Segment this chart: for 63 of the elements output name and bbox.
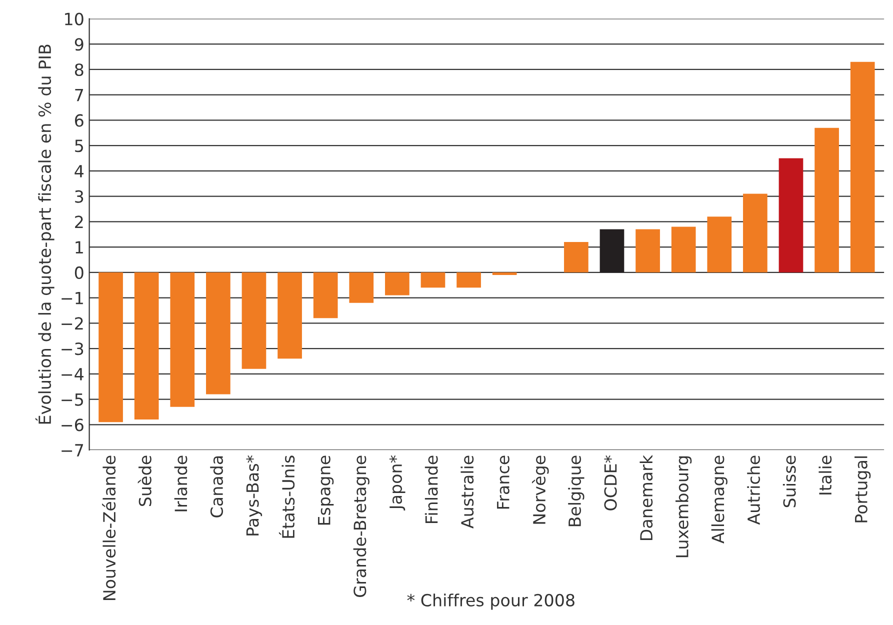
x-tick-label: Belgique bbox=[568, 456, 584, 526]
x-tick-label: Grande-Bretagne bbox=[353, 456, 370, 598]
x-tick-label: Suisse bbox=[782, 456, 796, 508]
y-tick-label: 1 bbox=[76, 241, 83, 254]
y-tick-label: −1 bbox=[62, 292, 83, 304]
bar bbox=[420, 272, 446, 288]
text: * Chiffres pour 2008 bbox=[407, 594, 574, 610]
bar bbox=[600, 229, 624, 272]
x-tick-label: Espagne bbox=[318, 456, 334, 525]
x-tick-label: Luxembourg bbox=[676, 456, 692, 558]
x-tick-label: France bbox=[497, 456, 510, 509]
x-tick-label: Allemagne bbox=[711, 456, 728, 544]
bar bbox=[743, 194, 768, 272]
bar bbox=[778, 158, 804, 272]
x-tick-label: États-Unis bbox=[278, 456, 295, 538]
y-tick-label: 2 bbox=[75, 216, 83, 228]
x-tick-label: Canada bbox=[210, 456, 224, 518]
x-tick-label: Japon* bbox=[389, 455, 406, 511]
y-tick-label: −5 bbox=[62, 393, 83, 406]
x-tick-label: Australie bbox=[460, 456, 474, 528]
x-tick-label: Nouvelle-Zélande bbox=[102, 456, 116, 600]
y-tick-label: 4 bbox=[74, 165, 84, 178]
bar bbox=[313, 272, 338, 318]
y-tick-label: 5 bbox=[75, 140, 83, 152]
bar bbox=[134, 272, 159, 420]
y-tick-label: −6 bbox=[62, 418, 84, 432]
x-tick-label: Italie bbox=[818, 456, 832, 494]
y-tick-label: 3 bbox=[75, 190, 84, 203]
bar bbox=[206, 272, 230, 394]
x-tick-label: Norvège bbox=[532, 456, 549, 524]
x-tick-label: Portugal bbox=[854, 456, 871, 522]
y-axis-title: Évolution de la quote-part fiscale en % du PIB bbox=[35, 44, 54, 424]
bar bbox=[492, 272, 517, 275]
bar bbox=[456, 272, 481, 288]
y-tick-label: 9 bbox=[74, 38, 84, 51]
y-tick-label: −3 bbox=[62, 342, 84, 356]
bar bbox=[707, 216, 732, 272]
bar bbox=[349, 272, 374, 303]
y-tick-label: 10 bbox=[65, 12, 84, 26]
bar bbox=[278, 272, 302, 359]
y-tick-label: 0 bbox=[74, 266, 84, 279]
y-tick-label: 6 bbox=[75, 114, 84, 127]
x-tick-label: Autriche bbox=[747, 456, 760, 525]
bar bbox=[242, 272, 266, 369]
x-tick-label: Finlande bbox=[424, 456, 438, 524]
x-tick-label: Pays-Bas* bbox=[246, 455, 262, 536]
bar bbox=[850, 62, 875, 272]
x-tick-label: OCDE* bbox=[604, 455, 617, 510]
x-tick-label: Irlande bbox=[174, 456, 188, 512]
bar bbox=[385, 272, 410, 296]
bar bbox=[170, 272, 195, 407]
x-tick-label: Suède bbox=[138, 456, 152, 506]
y-tick-label: −4 bbox=[62, 368, 84, 380]
bar bbox=[814, 128, 839, 272]
y-tick-label: 7 bbox=[75, 89, 84, 102]
y-tick-label: −7 bbox=[62, 444, 84, 456]
bar bbox=[636, 229, 660, 272]
x-tick-label: Danemark bbox=[640, 454, 653, 540]
bar bbox=[564, 242, 588, 272]
bar bbox=[98, 272, 123, 422]
y-tick-label: −2 bbox=[62, 317, 83, 330]
y-tick-label: 8 bbox=[74, 63, 84, 76]
bar bbox=[671, 226, 696, 272]
